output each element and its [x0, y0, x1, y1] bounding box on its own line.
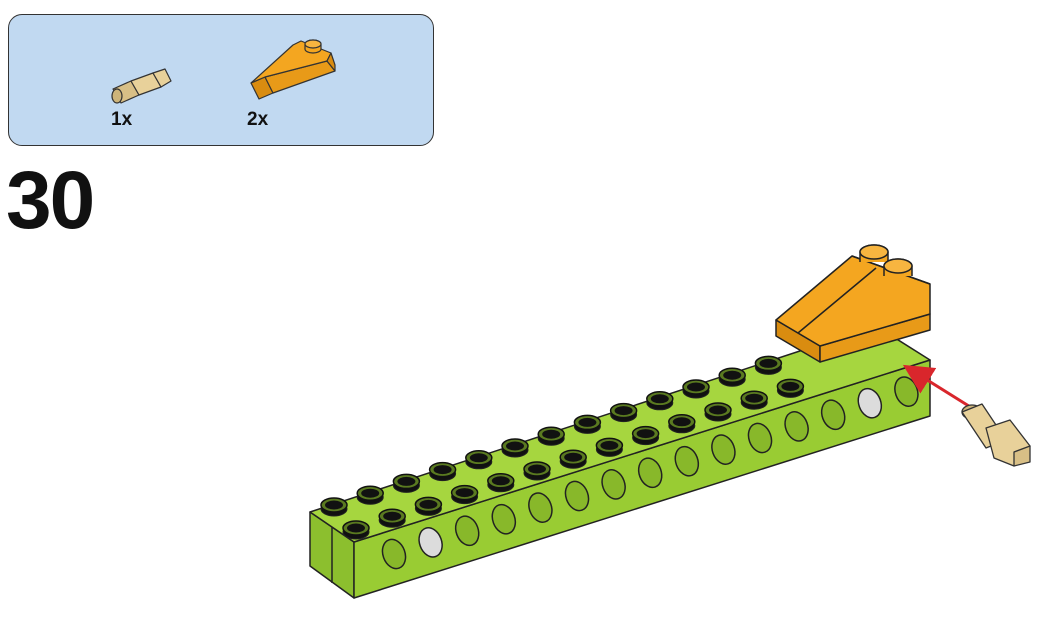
pin-hole — [564, 480, 590, 512]
axle-hole — [857, 387, 883, 419]
stud — [465, 450, 493, 470]
stud — [646, 391, 674, 411]
stud — [356, 485, 384, 505]
pin-hole — [528, 492, 553, 523]
stud — [342, 520, 370, 540]
stud — [392, 473, 421, 493]
beam-studs — [320, 355, 805, 540]
stud — [523, 461, 551, 481]
pin-hole — [491, 503, 517, 535]
stud — [537, 426, 565, 446]
insertion-arrow — [902, 364, 973, 410]
pin-hole — [784, 411, 809, 442]
pin-hole — [711, 434, 736, 465]
stud — [776, 378, 805, 398]
peg-icon — [111, 68, 172, 104]
peg-piece — [961, 403, 1031, 467]
pin-hole — [747, 422, 773, 454]
pin-hole — [637, 457, 663, 489]
stud — [501, 438, 529, 458]
stud — [573, 414, 602, 434]
stud — [718, 367, 746, 387]
stud — [378, 508, 406, 528]
pin-hole — [601, 469, 626, 500]
stud — [704, 402, 732, 422]
stud — [414, 496, 443, 516]
stud — [428, 461, 457, 482]
peg-quantity: 1x — [111, 109, 133, 130]
pin-hole — [820, 399, 846, 431]
parts-list-panel: 1x 2x — [8, 14, 434, 146]
beam-holes — [381, 376, 919, 570]
stud — [450, 484, 479, 505]
stud — [631, 425, 660, 446]
slope-brick-quantity: 2x — [247, 109, 269, 130]
stud — [754, 355, 783, 375]
stud — [682, 379, 710, 399]
stud — [487, 473, 515, 493]
stud — [609, 402, 638, 423]
stud — [595, 437, 624, 457]
pin-hole — [674, 445, 700, 477]
step-number: 30 — [6, 155, 95, 246]
stud — [559, 449, 587, 469]
stud — [320, 497, 348, 517]
orange-slope-brick-icon — [250, 39, 336, 100]
pin-hole — [381, 538, 407, 570]
axle-hole — [418, 527, 443, 558]
stud — [668, 414, 696, 434]
stud — [740, 390, 768, 410]
orange-slope-bricks — [775, 244, 931, 363]
pin-hole — [454, 515, 480, 547]
